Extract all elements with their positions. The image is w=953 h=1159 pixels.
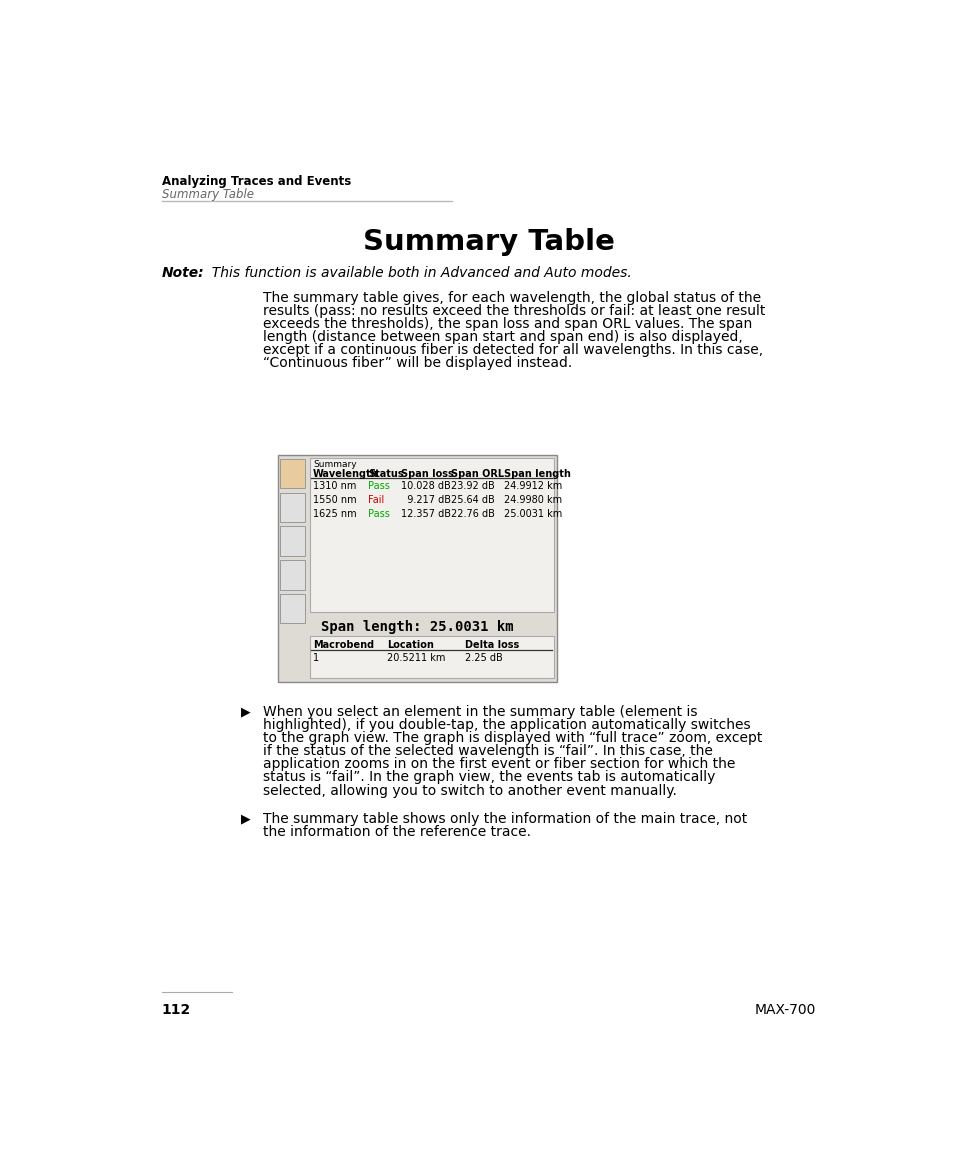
Text: MAX-700: MAX-700 [754, 1003, 815, 1016]
Text: length (distance between span start and span end) is also displayed,: length (distance between span start and … [262, 330, 741, 344]
Text: 1625 nm: 1625 nm [313, 509, 356, 519]
Bar [310, 636, 554, 678]
Text: 20.5211 km: 20.5211 km [387, 654, 445, 663]
Text: 24.9980 km: 24.9980 km [503, 495, 561, 505]
Text: 1550 nm: 1550 nm [313, 495, 356, 505]
Bar [280, 560, 305, 590]
Text: 2.25 dB: 2.25 dB [464, 654, 502, 663]
Text: Span loss: Span loss [401, 468, 454, 479]
Text: Note:: Note: [162, 267, 204, 280]
Text: Pass: Pass [368, 481, 390, 491]
Text: 12.357 dB: 12.357 dB [401, 509, 451, 519]
Text: application zooms in on the first event or fiber section for which the: application zooms in on the first event … [262, 757, 734, 772]
Bar [280, 459, 305, 488]
Text: Summary Table: Summary Table [362, 227, 615, 256]
Text: ▶: ▶ [241, 812, 251, 825]
Text: 25.64 dB: 25.64 dB [451, 495, 495, 505]
Text: Wavelength: Wavelength [313, 468, 378, 479]
Text: the information of the reference trace.: the information of the reference trace. [262, 825, 530, 839]
Text: except if a continuous fiber is detected for all wavelengths. In this case,: except if a continuous fiber is detected… [262, 343, 762, 357]
Bar [310, 458, 554, 612]
Text: The summary table gives, for each wavelength, the global status of the: The summary table gives, for each wavele… [262, 291, 760, 305]
Text: 23.92 dB: 23.92 dB [451, 481, 495, 491]
Text: 24.9912 km: 24.9912 km [503, 481, 561, 491]
Text: selected, allowing you to switch to another event manually.: selected, allowing you to switch to anot… [262, 783, 676, 797]
Text: if the status of the selected wavelength is “fail”. In this case, the: if the status of the selected wavelength… [262, 744, 712, 758]
Text: This function is available both in Advanced and Auto modes.: This function is available both in Advan… [203, 267, 631, 280]
Bar [278, 454, 557, 681]
Bar [280, 595, 305, 624]
Text: Summary Table: Summary Table [162, 189, 253, 202]
Text: Span length: Span length [503, 468, 570, 479]
Text: exceeds the thresholds), the span loss and span ORL values. The span: exceeds the thresholds), the span loss a… [262, 316, 751, 331]
Text: The summary table shows only the information of the main trace, not: The summary table shows only the informa… [262, 812, 746, 826]
Text: 9.217 dB: 9.217 dB [401, 495, 451, 505]
Bar [280, 526, 305, 555]
Text: Location: Location [387, 641, 434, 650]
Text: Span ORL: Span ORL [451, 468, 503, 479]
Text: 112: 112 [162, 1003, 191, 1016]
Text: Summary: Summary [314, 460, 357, 469]
Text: Status: Status [368, 468, 403, 479]
Text: 1: 1 [313, 654, 319, 663]
Text: ▶: ▶ [241, 705, 251, 719]
Text: “Continuous fiber” will be displayed instead.: “Continuous fiber” will be displayed ins… [262, 356, 571, 370]
Text: to the graph view. The graph is displayed with “full trace” zoom, except: to the graph view. The graph is displaye… [262, 731, 761, 745]
Text: 25.0031 km: 25.0031 km [503, 509, 561, 519]
Text: status is “fail”. In the graph view, the events tab is automatically: status is “fail”. In the graph view, the… [262, 771, 714, 785]
Text: Span length: 25.0031 km: Span length: 25.0031 km [321, 620, 514, 634]
Text: Delta loss: Delta loss [464, 641, 518, 650]
Text: Fail: Fail [368, 495, 384, 505]
Text: 10.028 dB: 10.028 dB [401, 481, 451, 491]
Text: When you select an element in the summary table (element is: When you select an element in the summar… [262, 705, 697, 719]
Bar [280, 493, 305, 522]
Text: results (pass: no results exceed the thresholds or fail: at least one result: results (pass: no results exceed the thr… [262, 304, 764, 318]
Text: highlighted), if you double-tap, the application automatically switches: highlighted), if you double-tap, the app… [262, 719, 749, 732]
Text: Analyzing Traces and Events: Analyzing Traces and Events [162, 175, 351, 188]
Text: 1310 nm: 1310 nm [313, 481, 356, 491]
Text: 22.76 dB: 22.76 dB [451, 509, 495, 519]
Text: Pass: Pass [368, 509, 390, 519]
Text: Macrobend: Macrobend [313, 641, 374, 650]
